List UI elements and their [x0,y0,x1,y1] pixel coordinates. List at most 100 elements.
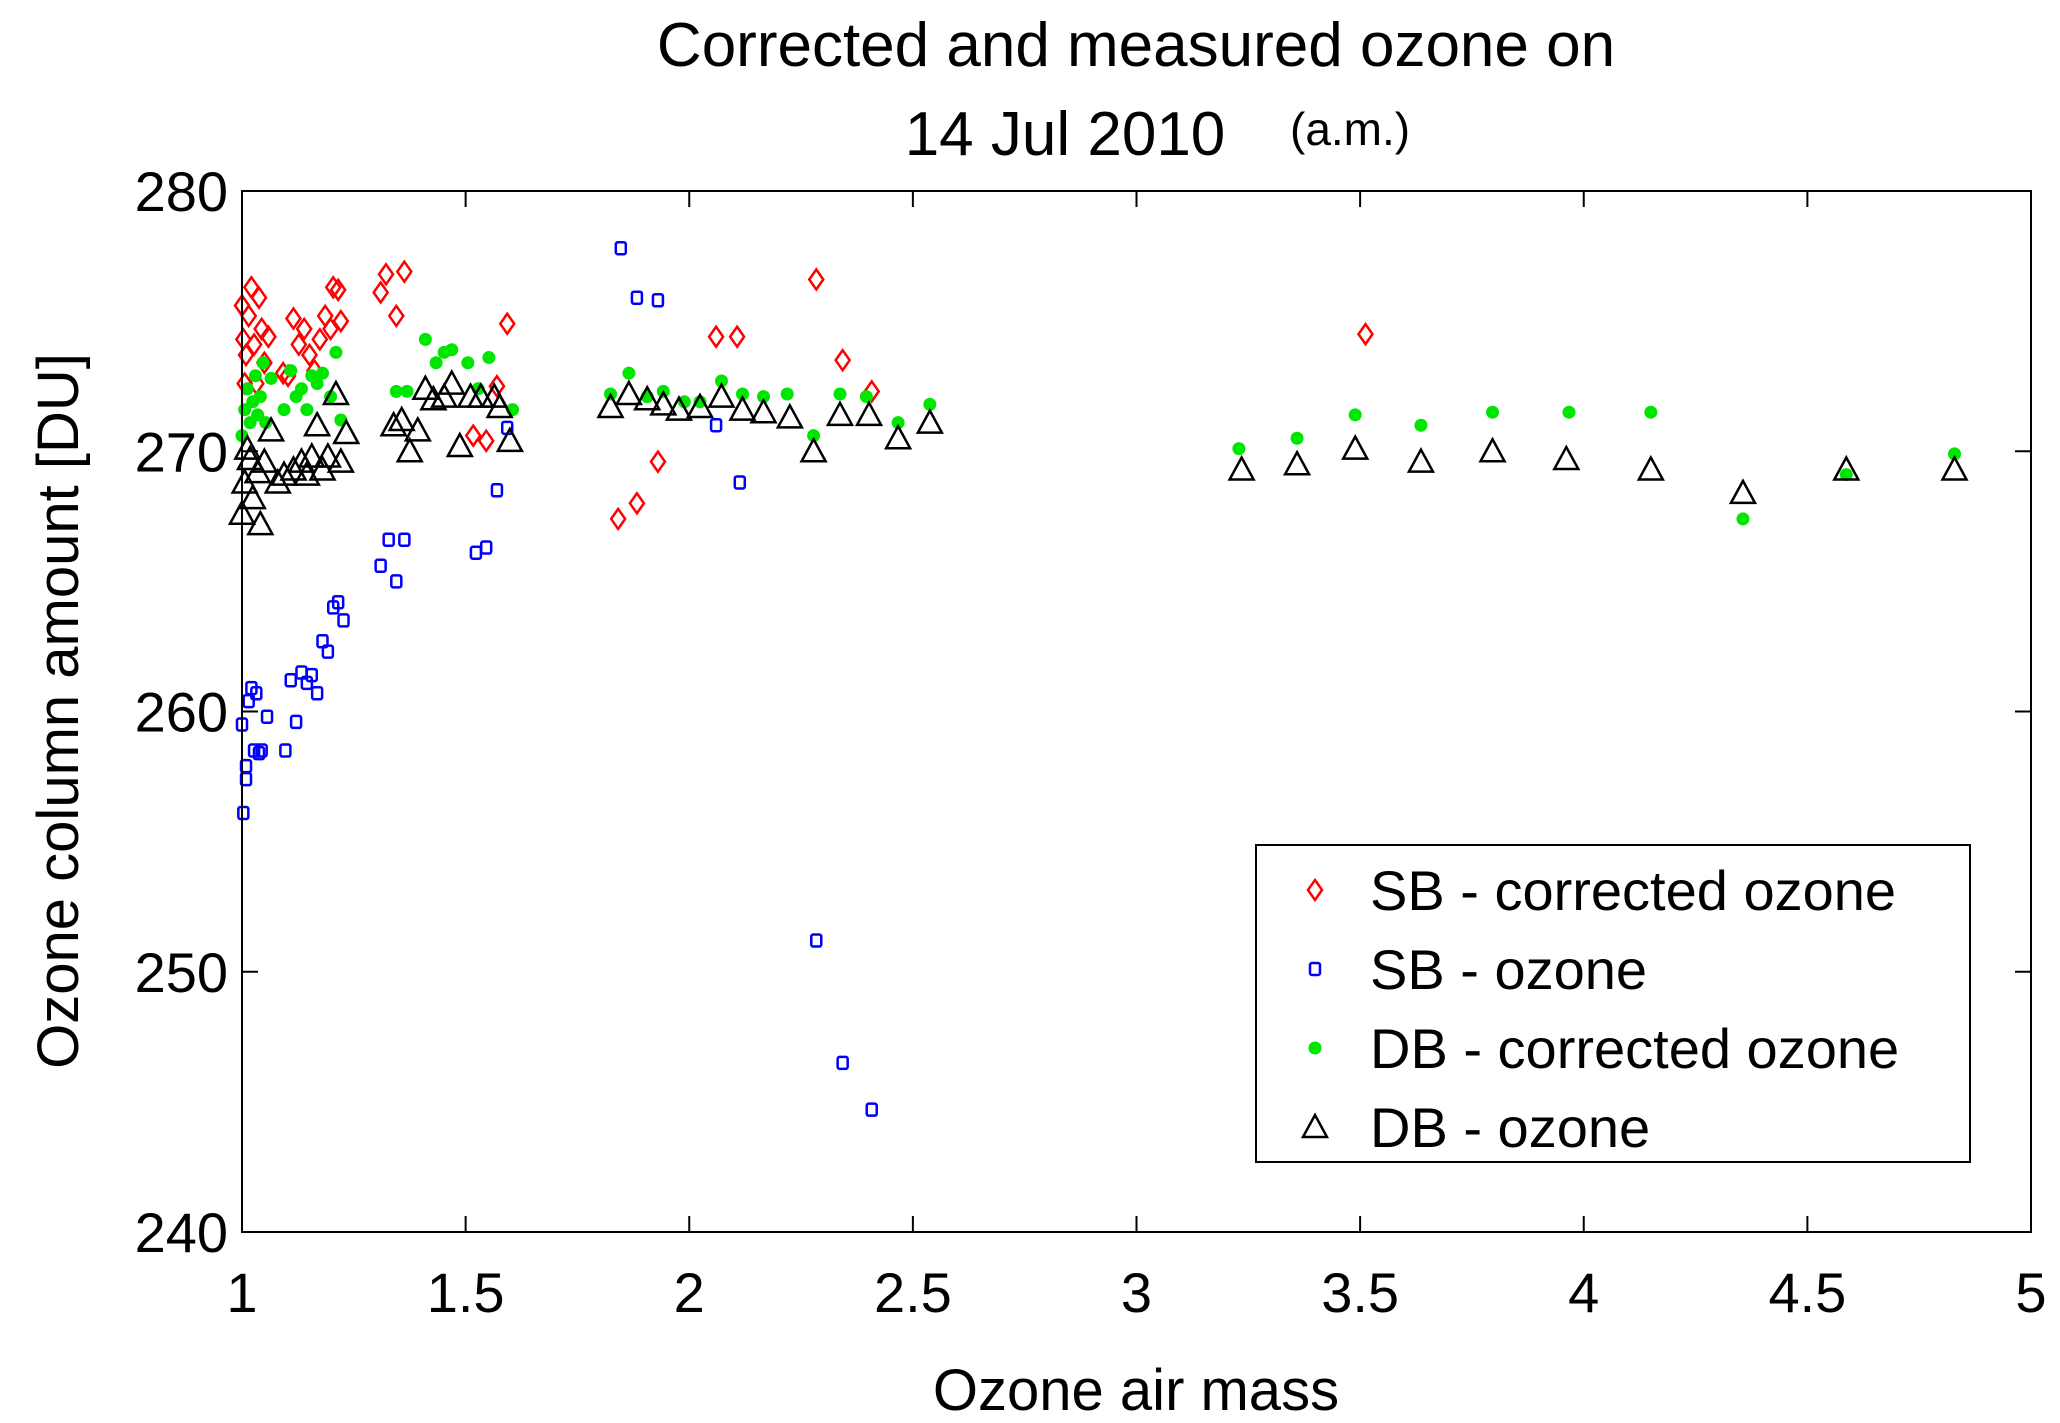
data-point [252,745,266,761]
data-point [1562,405,1576,419]
series-0 [233,259,1375,532]
data-point [649,389,678,416]
data-point [614,241,628,256]
data-point [374,558,387,574]
data-point [398,532,411,547]
data-point [242,275,260,300]
data-point [664,394,694,421]
chart-title-suffix: (a.m.) [1290,103,1410,155]
data-point [297,441,326,468]
y-tick-label: 250 [135,941,228,1004]
x-axis-label: Ozone air mass [933,1358,1339,1423]
data-point [260,709,274,724]
data-point [445,343,459,357]
data-point [379,410,408,437]
data-point [479,540,493,555]
data-point [649,449,667,474]
data-point [799,436,828,463]
data-point [259,416,273,430]
data-point [477,428,495,454]
data-point [316,303,334,329]
data-point [1839,468,1853,482]
data-point [279,454,308,481]
data-point [332,418,361,445]
x-tick-label: 2 [674,1261,705,1324]
data-point [1736,512,1750,526]
data-point [251,408,265,422]
data-point [389,384,403,398]
data-point [250,285,268,310]
data-point [418,332,432,346]
data-point [331,594,345,610]
data-marks [227,241,1969,1117]
data-point [269,460,299,486]
legend: SB - corrected ozone SB - ozone DB - corre… [1255,844,1971,1163]
data-point [633,384,662,411]
data-point [833,387,847,401]
data-point [863,379,881,404]
data-point [295,316,313,342]
data-point [284,364,298,378]
series-2 [235,332,1962,526]
data-point [891,416,905,430]
data-point [482,351,496,365]
data-point [377,262,395,287]
data-point [240,303,258,329]
data-point [301,342,319,368]
data-point [728,324,746,349]
x-tick-label: 3.5 [1321,1261,1399,1324]
data-point [709,417,723,433]
legend-marker-dot [1308,1041,1322,1055]
data-point [240,382,254,396]
data-point [756,390,770,404]
data-point [854,400,884,427]
data-point [495,426,525,453]
data-point [614,379,643,406]
data-point [865,1102,878,1117]
data-point [313,441,342,468]
data-point [464,423,482,448]
y-tick-label: 260 [135,681,228,744]
x-tick-label: 3 [1121,1261,1152,1324]
data-point [238,483,267,510]
data-point [628,491,646,516]
y-tick-label: 240 [135,1201,228,1264]
data-point [395,436,424,463]
data-point [622,366,636,380]
data-point [294,382,308,396]
data-point [651,293,665,308]
data-point [437,368,466,395]
data-point [284,306,302,331]
data-point [1414,418,1428,432]
chart-title-line1: Corrected and measured ozone on [657,11,1615,80]
legend-label: DB - corrected ozone [1370,1017,1899,1080]
data-point [324,275,342,300]
data-point [429,356,443,370]
x-tick-label: 1 [226,1261,257,1324]
data-point [1341,434,1370,460]
data-point [488,374,506,399]
data-point [419,384,448,411]
data-point [685,392,715,419]
data-point [836,1055,849,1071]
data-point [277,403,291,417]
data-point [1348,408,1362,422]
data-point [387,303,405,329]
data-point [807,267,825,292]
data-point [326,447,355,473]
data-point [780,387,794,401]
data-point [245,332,263,357]
data-point [321,644,335,659]
data-point [1290,431,1304,445]
data-point [733,475,747,490]
data-point [461,356,475,370]
data-point [1728,478,1758,505]
data-point [1227,454,1256,481]
data-point [300,403,314,417]
x-tick-label: 4.5 [1768,1261,1846,1324]
data-point [825,400,855,427]
data-point [250,447,279,473]
y-tick-label: 270 [135,420,228,483]
data-point [246,509,275,536]
